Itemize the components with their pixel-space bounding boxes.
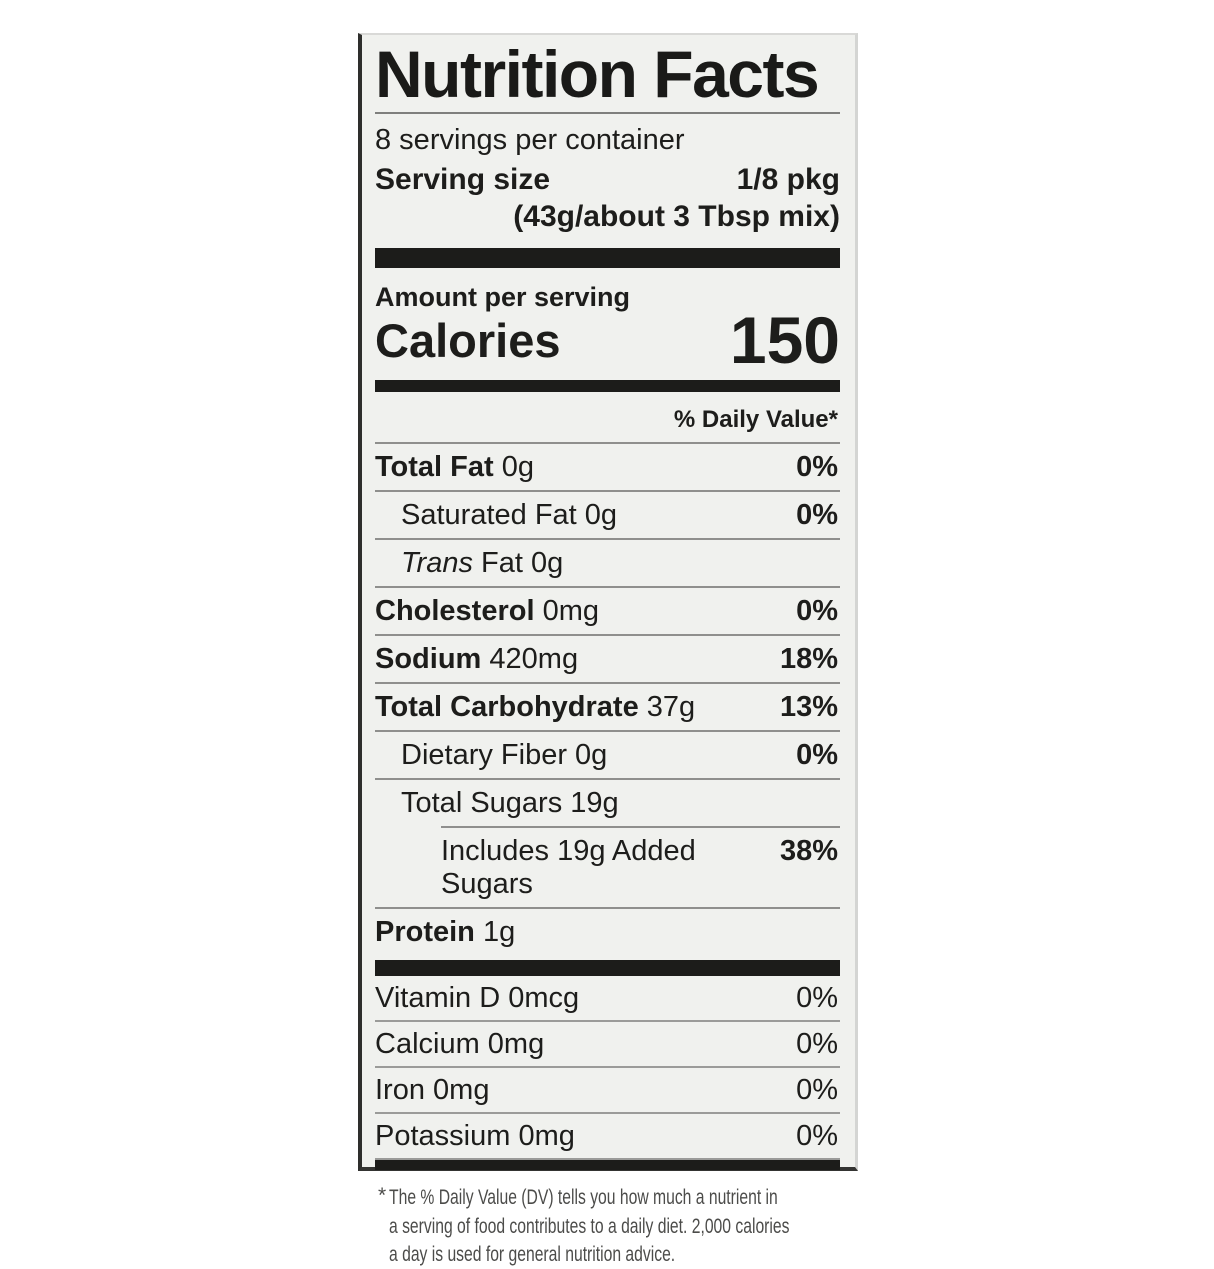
nutrient-name: Includes 19g Added Sugars: [441, 835, 696, 900]
amount-per-serving-label: Amount per serving: [375, 282, 631, 313]
nutrient-dv: 38%: [779, 835, 838, 867]
serving-size-label: Serving size: [375, 163, 551, 197]
nutrient-row-total-carbohydrate: Total Carbohydrate 37g 13%: [375, 684, 840, 732]
nutrient-row-dietary-fiber: Dietary Fiber 0g 0%: [375, 732, 840, 780]
nutrient-row-added-sugars: Includes 19g Added Sugars 38%: [375, 828, 840, 909]
nutrient-name: Protein: [375, 916, 475, 948]
nutrient-name: Sodium: [375, 643, 482, 675]
servings-per-container: 8 servings per container: [375, 124, 685, 157]
thick-divider-bar: [375, 248, 840, 269]
nutrient-row-total-sugars: Total Sugars 19g: [375, 780, 840, 826]
nutrient-row-total-fat: Total Fat 0g 0%: [375, 444, 840, 492]
nutrient-amount: 0g: [567, 739, 608, 771]
vitamin-name: Iron 0mg: [375, 1074, 490, 1106]
vitamin-name: Potassium 0mg: [375, 1120, 575, 1152]
serving-size-row: Serving size 1/8 pkg: [375, 159, 840, 197]
nutrient-row-trans-fat: Trans Fat 0g: [375, 540, 840, 588]
vitamin-name: Vitamin D 0mcg: [375, 982, 580, 1014]
title-divider: [375, 112, 840, 115]
nutrient-name: Total Carbohydrate: [375, 691, 639, 723]
calories-label: Calories: [375, 314, 561, 367]
nutrient-amount: 420mg: [481, 643, 579, 675]
vitamin-row-calcium: Calcium 0mg 0%: [375, 1022, 840, 1068]
nutrient-row-protein: Protein 1g: [375, 909, 840, 955]
nutrient-amount: 0g: [576, 499, 618, 531]
medium-divider-bar: [375, 380, 840, 392]
daily-value-header: % Daily Value*: [375, 396, 840, 444]
nutrient-name: Cholesterol: [375, 595, 535, 627]
vitamin-dv: 0%: [796, 1028, 838, 1060]
nutrient-dv: 18%: [779, 643, 838, 675]
nutrient-name: Saturated Fat: [401, 499, 577, 531]
nutrient-name: Total Fat: [375, 451, 494, 483]
nutrient-row-cholesterol: Cholesterol 0mg 0%: [375, 588, 840, 636]
nutrient-name: Fat: [472, 547, 523, 579]
daily-value-footnote: * The % Daily Value (DV) tells you how m…: [375, 1174, 840, 1269]
added-sugars-divider: [441, 826, 840, 828]
vitamin-row-iron: Iron 0mg 0%: [375, 1068, 840, 1114]
nutrient-amount: 0mg: [534, 595, 600, 627]
vitamin-row-vitamin-d: Vitamin D 0mcg 0%: [375, 976, 840, 1022]
vitamin-dv: 0%: [796, 1120, 838, 1152]
nutrient-dv: 13%: [779, 691, 838, 723]
calories-row: Calories 150: [375, 303, 840, 378]
vitamin-row-potassium: Potassium 0mg 0%: [375, 1114, 840, 1160]
label-title: Nutrition Facts: [375, 37, 820, 111]
nutrient-dv: 0%: [796, 499, 838, 531]
nutrient-row-sodium: Sodium 420mg 18%: [375, 636, 840, 684]
medium-divider-bar: [375, 1160, 840, 1170]
vitamin-name: Calcium 0mg: [375, 1028, 545, 1060]
nutrient-row-saturated-fat: Saturated Fat 0g 0%: [375, 492, 840, 540]
nutrient-amount: 0g: [493, 451, 535, 483]
nutrient-amount: 1g: [474, 916, 516, 948]
nutrient-name-italic: Trans: [401, 547, 473, 579]
vitamin-dv: 0%: [796, 1074, 838, 1106]
footnote-asterisk: *: [378, 1184, 387, 1207]
nutrient-name: Dietary Fiber: [401, 739, 567, 771]
serving-size-detail: (43g/about 3 Tbsp mix): [513, 200, 840, 234]
nutrient-amount: 37g: [638, 691, 696, 723]
nutrient-dv: 0%: [796, 451, 838, 483]
thick-divider-bar: [375, 960, 840, 976]
nutrient-amount: 19g: [562, 787, 619, 819]
nutrient-name: Total Sugars: [401, 787, 563, 819]
nutrient-dv: 0%: [796, 595, 838, 627]
nutrition-facts-label: Nutrition Facts 8 servings per container…: [358, 33, 858, 1266]
serving-size-value: 1/8 pkg: [736, 163, 840, 197]
footnote-text: The % Daily Value (DV) tells you how muc…: [389, 1185, 790, 1267]
nutrient-amount: 0g: [522, 547, 564, 579]
calories-value: 150: [729, 303, 840, 378]
nutrient-dv: 0%: [796, 739, 838, 771]
vitamin-dv: 0%: [796, 982, 838, 1014]
